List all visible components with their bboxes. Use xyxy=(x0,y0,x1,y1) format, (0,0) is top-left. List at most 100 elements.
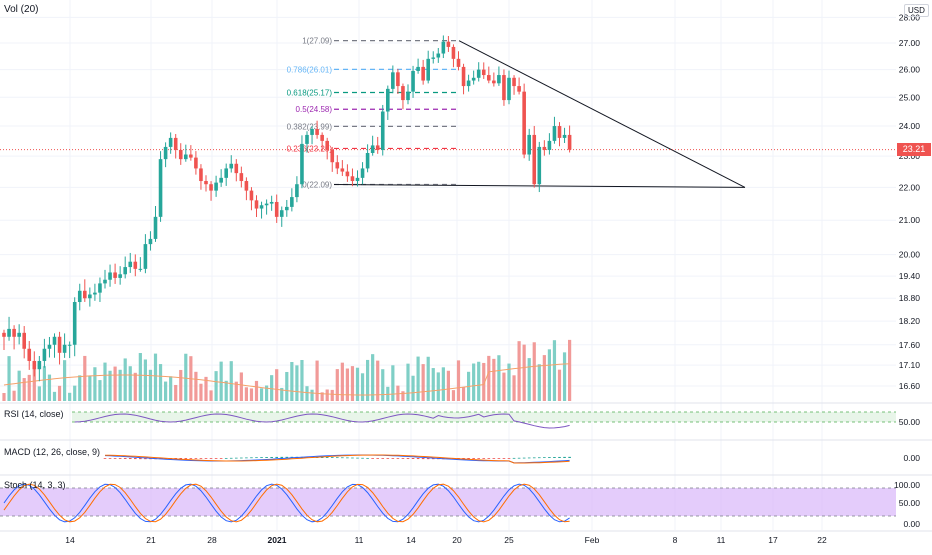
candle-body xyxy=(537,146,542,185)
macd-histogram-bar xyxy=(361,457,364,459)
volume-bar xyxy=(456,360,461,401)
grid xyxy=(0,0,896,530)
candle-body xyxy=(320,134,324,141)
time-tick-label: Feb xyxy=(585,535,600,545)
candle-body xyxy=(234,163,239,174)
candle-body xyxy=(335,162,340,169)
candle-body xyxy=(340,168,345,172)
candle-body xyxy=(214,182,218,191)
volume-bar xyxy=(219,361,223,401)
volume-bar xyxy=(239,372,243,401)
volume-bar xyxy=(492,358,496,401)
candle-body xyxy=(300,143,304,185)
volume-bar xyxy=(133,372,137,401)
macd-histogram-bar xyxy=(184,458,188,459)
volume-bar xyxy=(532,342,536,401)
candle-body xyxy=(552,126,557,141)
descending-trendline xyxy=(458,40,746,188)
volume-bar xyxy=(254,380,259,401)
volume-bar xyxy=(568,339,572,401)
volume-bar xyxy=(148,369,153,401)
volume-bar xyxy=(366,359,370,401)
macd-histogram-bar xyxy=(421,458,425,460)
candle-body xyxy=(184,154,188,160)
fib-label: 0.382(23.99) xyxy=(287,122,333,131)
candle-body xyxy=(350,176,355,182)
candle-body xyxy=(330,149,335,163)
time-tick-label: 28 xyxy=(207,535,217,545)
volume-bar xyxy=(436,372,440,401)
volume-bar xyxy=(93,367,97,401)
macd-histogram-bar xyxy=(406,458,410,459)
volume-bar xyxy=(57,385,62,401)
volume-bar xyxy=(557,369,562,401)
volume-bar xyxy=(83,355,87,401)
volume-ma-line xyxy=(3,363,570,396)
volume-bar xyxy=(224,380,228,401)
volume-bar xyxy=(542,355,546,401)
candle-body xyxy=(441,41,446,54)
volume-bar xyxy=(259,388,264,401)
time-axis[interactable]: 14 21 28 2021 11 14 20 25 Feb 8 11 17 22 xyxy=(0,530,932,545)
candle-body xyxy=(7,328,11,337)
macd-histogram-bar xyxy=(209,458,213,459)
macd-histogram-bar xyxy=(285,456,289,458)
volume-legend[interactable]: Vol (20) xyxy=(4,4,39,15)
volume-bar xyxy=(234,381,238,401)
volume-bar xyxy=(138,353,142,401)
candle-body xyxy=(98,283,102,293)
volume-bar xyxy=(355,367,360,401)
candle-body xyxy=(370,145,375,154)
volume-bar xyxy=(275,369,279,401)
candle-body xyxy=(502,75,506,101)
candle-body xyxy=(194,157,198,169)
trendlines[interactable] xyxy=(0,40,896,188)
candle-body xyxy=(421,66,425,81)
volume-bar xyxy=(7,356,11,401)
currency-badge[interactable]: USD xyxy=(904,4,929,17)
candle-body xyxy=(562,134,567,138)
volume-bar xyxy=(194,371,198,401)
candle-body xyxy=(27,348,32,361)
macd-histogram-bar xyxy=(527,457,531,459)
volume-bar xyxy=(360,373,365,401)
candle-body xyxy=(290,197,294,207)
stoch-tick-label: 50.00 xyxy=(899,498,921,508)
rsi-legend[interactable]: RSI (14, close) xyxy=(4,409,64,419)
candle-body xyxy=(62,344,67,353)
volume-bar xyxy=(143,359,147,401)
candle-body xyxy=(487,75,491,81)
macd-legend[interactable]: MACD (12, 26, close, 9) xyxy=(4,447,101,457)
candle-body xyxy=(446,41,451,47)
candle-body xyxy=(391,72,395,89)
volume-bar xyxy=(249,388,254,401)
volume-bar xyxy=(487,355,491,401)
time-tick-label: 25 xyxy=(504,535,514,545)
candle-body xyxy=(153,216,158,239)
volume-bar xyxy=(421,364,425,401)
macd-histogram-bar xyxy=(366,457,369,459)
volume-bar xyxy=(179,369,183,401)
candle-body xyxy=(189,154,193,158)
volume-bar xyxy=(391,365,395,401)
macd-histogram-bar xyxy=(189,458,193,459)
price-axis[interactable]: 28.00 27.00 26.00 25.00 24.00 23.00 22.00 21.00… xyxy=(899,12,921,391)
volume-bar xyxy=(512,375,516,401)
macd-signal-line xyxy=(104,454,570,464)
macd-histogram-bar xyxy=(113,458,117,459)
candle-body xyxy=(269,201,274,204)
macd-histogram-bar xyxy=(472,458,475,459)
price-tick-label: 17.10 xyxy=(899,360,921,370)
fibonacci-retracement[interactable]: 1(27.09) 0.786(26.01) 0.618(25.17) 0.5(24.5… xyxy=(287,37,459,190)
volume-bar xyxy=(184,353,188,401)
candle-body xyxy=(355,177,360,182)
candle-body xyxy=(517,86,521,92)
volume-bar xyxy=(37,386,41,401)
macd-histogram-bar xyxy=(411,458,415,459)
stoch-band xyxy=(0,488,896,516)
candle-body xyxy=(507,77,511,101)
macd-histogram-bar xyxy=(568,456,571,458)
time-tick-label: 14 xyxy=(65,535,75,545)
stoch-legend[interactable]: Stoch (14, 3, 3) xyxy=(4,480,66,490)
